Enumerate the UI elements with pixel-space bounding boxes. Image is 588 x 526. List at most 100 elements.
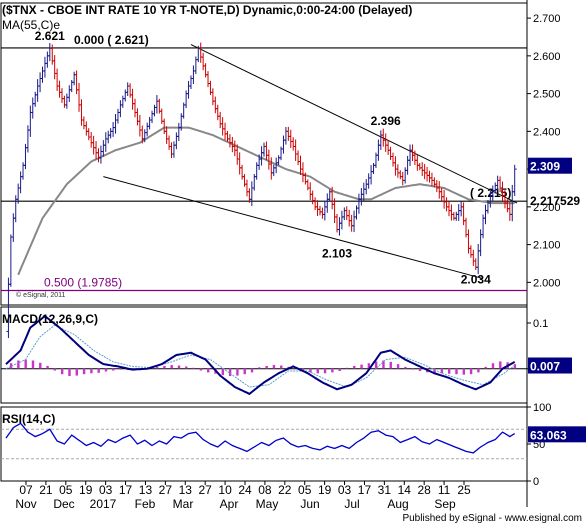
- x-axis-day-label: 11: [438, 483, 451, 497]
- macd-histogram-bar: [228, 368, 232, 377]
- price-annotation: 2.034: [461, 273, 491, 287]
- x-axis-month-label: Feb: [135, 497, 156, 511]
- macd-histogram-bar: [433, 368, 436, 373]
- x-axis-month-label: Jul: [344, 497, 359, 511]
- price-last-value: 2.309: [530, 160, 560, 174]
- x-axis-day-label: 05: [298, 483, 312, 497]
- macd-histogram-bar: [484, 366, 487, 369]
- fib-0-label: 0.000 ( 2.621): [74, 33, 149, 47]
- macd-histogram-bar: [185, 366, 188, 369]
- macd-histogram-bar: [477, 368, 480, 373]
- macd-histogram-bar: [440, 368, 444, 374]
- rsi-label: RSI(14,C): [2, 412, 56, 426]
- macd-histogram-bar: [60, 368, 64, 375]
- rsi-last-value-bg: [528, 426, 586, 443]
- trendline-1: [103, 176, 484, 280]
- macd-histogram-bar: [177, 365, 181, 369]
- macd-histogram-bar: [331, 368, 334, 373]
- x-axis-month-label: 2017: [90, 497, 117, 511]
- macd-histogram-bar: [513, 364, 517, 369]
- x-axis-month-label: May: [256, 497, 279, 511]
- macd-histogram-bar: [17, 360, 20, 369]
- macd-histogram-bar: [316, 368, 319, 374]
- x-axis-day-label: 27: [199, 483, 213, 497]
- macd-histogram-bar: [170, 365, 173, 369]
- macd-histogram-bar: [9, 363, 13, 369]
- chart-title: ($TNX - CBOE INT RATE 10 YR T-NOTE,D) Dy…: [2, 3, 413, 17]
- macd-histogram-bar: [272, 365, 276, 369]
- macd-histogram-bar: [374, 361, 378, 369]
- publisher-footer: Published by eSignal - www.esignal.com: [402, 513, 582, 524]
- x-axis-day-label: 13: [179, 483, 193, 497]
- macd-histogram-bar: [97, 368, 100, 373]
- macd-histogram-bar: [31, 360, 35, 369]
- x-axis-month-label: Nov: [15, 497, 36, 511]
- fib-50-label: 0.500 (1.9785): [44, 275, 122, 289]
- x-axis-day-label: 28: [418, 483, 432, 497]
- price-last-value-bg: [528, 157, 572, 174]
- trendline-0: [190, 44, 518, 204]
- macd-histogram-bar: [469, 368, 473, 375]
- x-axis-month-label: Jun: [300, 497, 319, 511]
- macd-histogram-bar: [345, 367, 349, 369]
- macd-histogram-bar: [250, 368, 254, 373]
- macd-histogram-bar: [360, 364, 363, 369]
- x-axis-day-label: 25: [457, 483, 471, 497]
- x-axis-day-label: 14: [398, 483, 412, 497]
- x-axis-day-label: 22: [278, 483, 292, 497]
- ma-last-value: 2.217529: [530, 194, 580, 208]
- macd-histogram-bar: [163, 365, 166, 369]
- macd-histogram-bar: [119, 368, 122, 370]
- x-axis-day-label: 17: [119, 483, 133, 497]
- x-axis-month-label: Mar: [173, 497, 194, 511]
- x-axis-day-label: 19: [79, 483, 93, 497]
- macd-last-value-bg: [528, 357, 572, 374]
- macd-histogram-bar: [75, 368, 78, 376]
- macd-histogram-bar: [104, 368, 108, 372]
- macd-histogram-bar: [53, 368, 57, 371]
- macd-histogram-bar: [199, 368, 203, 371]
- macd-histogram-bar: [323, 368, 327, 374]
- x-axis-day-label: 03: [338, 483, 352, 497]
- macd-histogram-bar: [39, 362, 42, 369]
- x-axis-day-label: 13: [139, 483, 153, 497]
- price-axis-tick-label: 2.200: [533, 202, 561, 214]
- price-axis-tick-label: 2.100: [533, 240, 561, 252]
- macd-histogram-bar: [353, 365, 356, 369]
- macd-histogram-bar: [491, 363, 495, 369]
- x-axis-day-label: 08: [258, 483, 272, 497]
- price-axis-tick-label: 2.000: [533, 277, 561, 289]
- macd-histogram-bar: [155, 366, 159, 369]
- x-axis-month-label: Dec: [53, 497, 74, 511]
- macd-label: MACD(12,26,9,C): [2, 312, 99, 326]
- macd-histogram-bar: [462, 368, 465, 375]
- price-axis-tick-label: 2.500: [533, 89, 561, 101]
- price-annotation: 2.621: [35, 29, 65, 43]
- rsi-axis-tick-label: 100: [533, 402, 551, 414]
- macd-histogram-bar: [455, 368, 458, 375]
- macd-histogram-bar: [301, 368, 305, 371]
- rsi-axis-tick-label: 0: [533, 476, 539, 488]
- macd-histogram-bar: [396, 364, 400, 369]
- macd-histogram-bar: [192, 367, 195, 369]
- price-annotation: 2.396: [371, 114, 401, 128]
- rsi-last-value: 63.063: [530, 428, 567, 442]
- x-axis-day-label: 05: [59, 483, 73, 497]
- ma-label: MA(55,C)e: [2, 18, 61, 32]
- x-axis-day-label: 17: [358, 483, 372, 497]
- price-axis-tick-label: 2.400: [533, 126, 561, 138]
- macd-histogram-bar: [68, 368, 71, 377]
- x-axis-month-label: Apr: [220, 497, 239, 511]
- macd-histogram-bar: [280, 365, 283, 369]
- macd-histogram-bar: [258, 367, 261, 369]
- x-axis-month-label: Sep: [434, 497, 456, 511]
- macd-histogram-bar: [309, 368, 312, 373]
- macd-histogram-bar: [418, 368, 422, 371]
- x-axis-day-label: 03: [99, 483, 113, 497]
- x-axis-month-label: Aug: [387, 497, 408, 511]
- macd-histogram-bar: [112, 368, 115, 371]
- x-axis-day-label: 10: [218, 483, 232, 497]
- x-axis-day-label: 07: [19, 483, 33, 497]
